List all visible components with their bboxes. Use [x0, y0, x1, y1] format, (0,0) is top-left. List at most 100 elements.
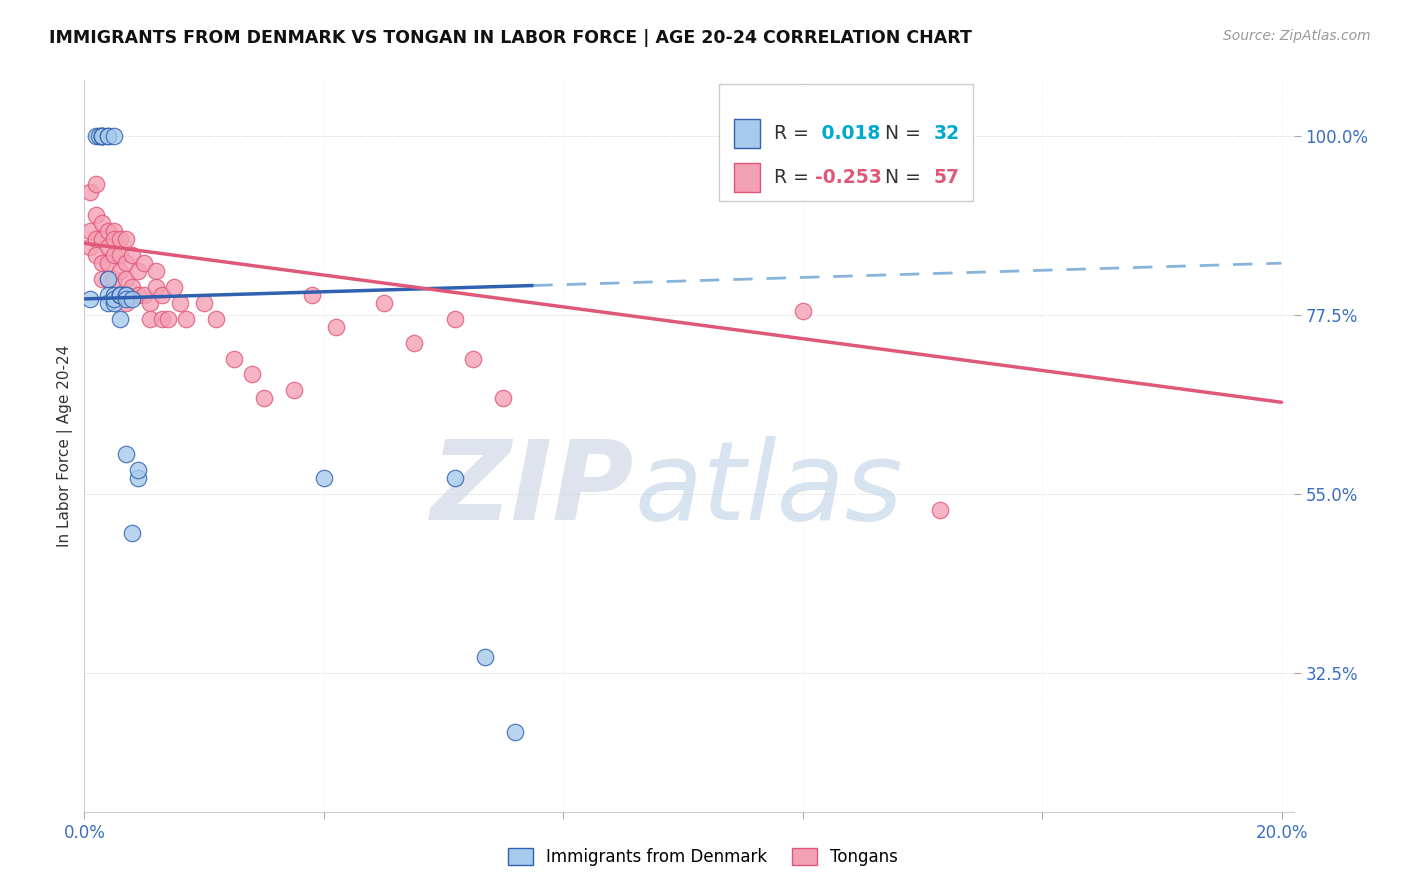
- Point: [150, 288, 173, 302]
- Text: N =: N =: [873, 124, 927, 144]
- Text: Source: ZipAtlas.com: Source: ZipAtlas.com: [1223, 29, 1371, 43]
- FancyBboxPatch shape: [734, 119, 761, 148]
- Point: [240, 368, 263, 382]
- Point: [115, 292, 138, 306]
- Point: [91, 128, 114, 143]
- Point: [97, 128, 120, 143]
- Point: [444, 471, 467, 485]
- Point: [127, 463, 149, 477]
- Point: [115, 288, 138, 302]
- Point: [110, 311, 132, 326]
- Point: [110, 288, 132, 302]
- Point: [110, 248, 132, 262]
- Point: [312, 471, 335, 485]
- Point: [103, 224, 125, 238]
- Point: [127, 471, 149, 485]
- Point: [121, 248, 143, 262]
- Text: R =: R =: [773, 168, 814, 187]
- Point: [97, 240, 120, 254]
- Text: 32: 32: [934, 124, 959, 144]
- Point: [103, 128, 125, 143]
- Point: [222, 351, 245, 366]
- Point: [110, 288, 132, 302]
- Point: [103, 296, 125, 310]
- Point: [792, 303, 814, 318]
- Point: [103, 232, 125, 246]
- Point: [79, 292, 101, 306]
- Point: [301, 288, 323, 302]
- Point: [103, 292, 125, 306]
- Point: [174, 311, 197, 326]
- Point: [205, 311, 228, 326]
- Point: [91, 256, 114, 270]
- Text: -0.253: -0.253: [814, 168, 882, 187]
- Point: [86, 248, 108, 262]
- Point: [97, 272, 120, 286]
- Y-axis label: In Labor Force | Age 20-24: In Labor Force | Age 20-24: [58, 345, 73, 547]
- Legend: Immigrants from Denmark, Tongans: Immigrants from Denmark, Tongans: [501, 841, 905, 873]
- Text: IMMIGRANTS FROM DENMARK VS TONGAN IN LABOR FORCE | AGE 20-24 CORRELATION CHART: IMMIGRANTS FROM DENMARK VS TONGAN IN LAB…: [49, 29, 972, 46]
- Point: [373, 296, 395, 310]
- Point: [110, 264, 132, 278]
- Point: [139, 296, 162, 310]
- Point: [127, 264, 149, 278]
- Point: [253, 392, 276, 406]
- Text: atlas: atlas: [634, 436, 903, 543]
- Point: [91, 128, 114, 143]
- Point: [505, 725, 527, 739]
- Point: [97, 128, 120, 143]
- Point: [86, 209, 108, 223]
- Point: [157, 311, 180, 326]
- Point: [86, 232, 108, 246]
- Point: [115, 232, 138, 246]
- FancyBboxPatch shape: [720, 84, 973, 201]
- Point: [325, 319, 347, 334]
- Point: [110, 288, 132, 302]
- Point: [115, 272, 138, 286]
- Point: [79, 185, 101, 199]
- Point: [134, 288, 156, 302]
- Point: [444, 311, 467, 326]
- Point: [193, 296, 215, 310]
- Text: 0.018: 0.018: [814, 124, 880, 144]
- Point: [134, 256, 156, 270]
- Point: [110, 232, 132, 246]
- Point: [169, 296, 191, 310]
- Point: [79, 224, 101, 238]
- Point: [474, 649, 496, 664]
- Point: [402, 335, 425, 350]
- Point: [115, 296, 138, 310]
- Point: [492, 392, 515, 406]
- Point: [121, 292, 143, 306]
- Point: [97, 272, 120, 286]
- Point: [89, 128, 111, 143]
- Point: [91, 128, 114, 143]
- Point: [121, 526, 143, 541]
- Point: [121, 280, 143, 294]
- Point: [145, 264, 167, 278]
- Point: [97, 288, 120, 302]
- Point: [86, 177, 108, 191]
- Point: [103, 288, 125, 302]
- Text: N =: N =: [873, 168, 927, 187]
- Point: [283, 384, 305, 398]
- Text: ZIP: ZIP: [432, 436, 634, 543]
- Point: [150, 311, 173, 326]
- Point: [145, 280, 167, 294]
- Point: [463, 351, 485, 366]
- Point: [97, 256, 120, 270]
- Point: [91, 272, 114, 286]
- FancyBboxPatch shape: [734, 163, 761, 192]
- Point: [127, 288, 149, 302]
- Point: [929, 502, 952, 516]
- Point: [115, 288, 138, 302]
- Point: [91, 216, 114, 230]
- Point: [97, 296, 120, 310]
- Point: [139, 311, 162, 326]
- Point: [115, 256, 138, 270]
- Point: [91, 232, 114, 246]
- Point: [103, 248, 125, 262]
- Point: [97, 224, 120, 238]
- Point: [86, 128, 108, 143]
- Point: [79, 240, 101, 254]
